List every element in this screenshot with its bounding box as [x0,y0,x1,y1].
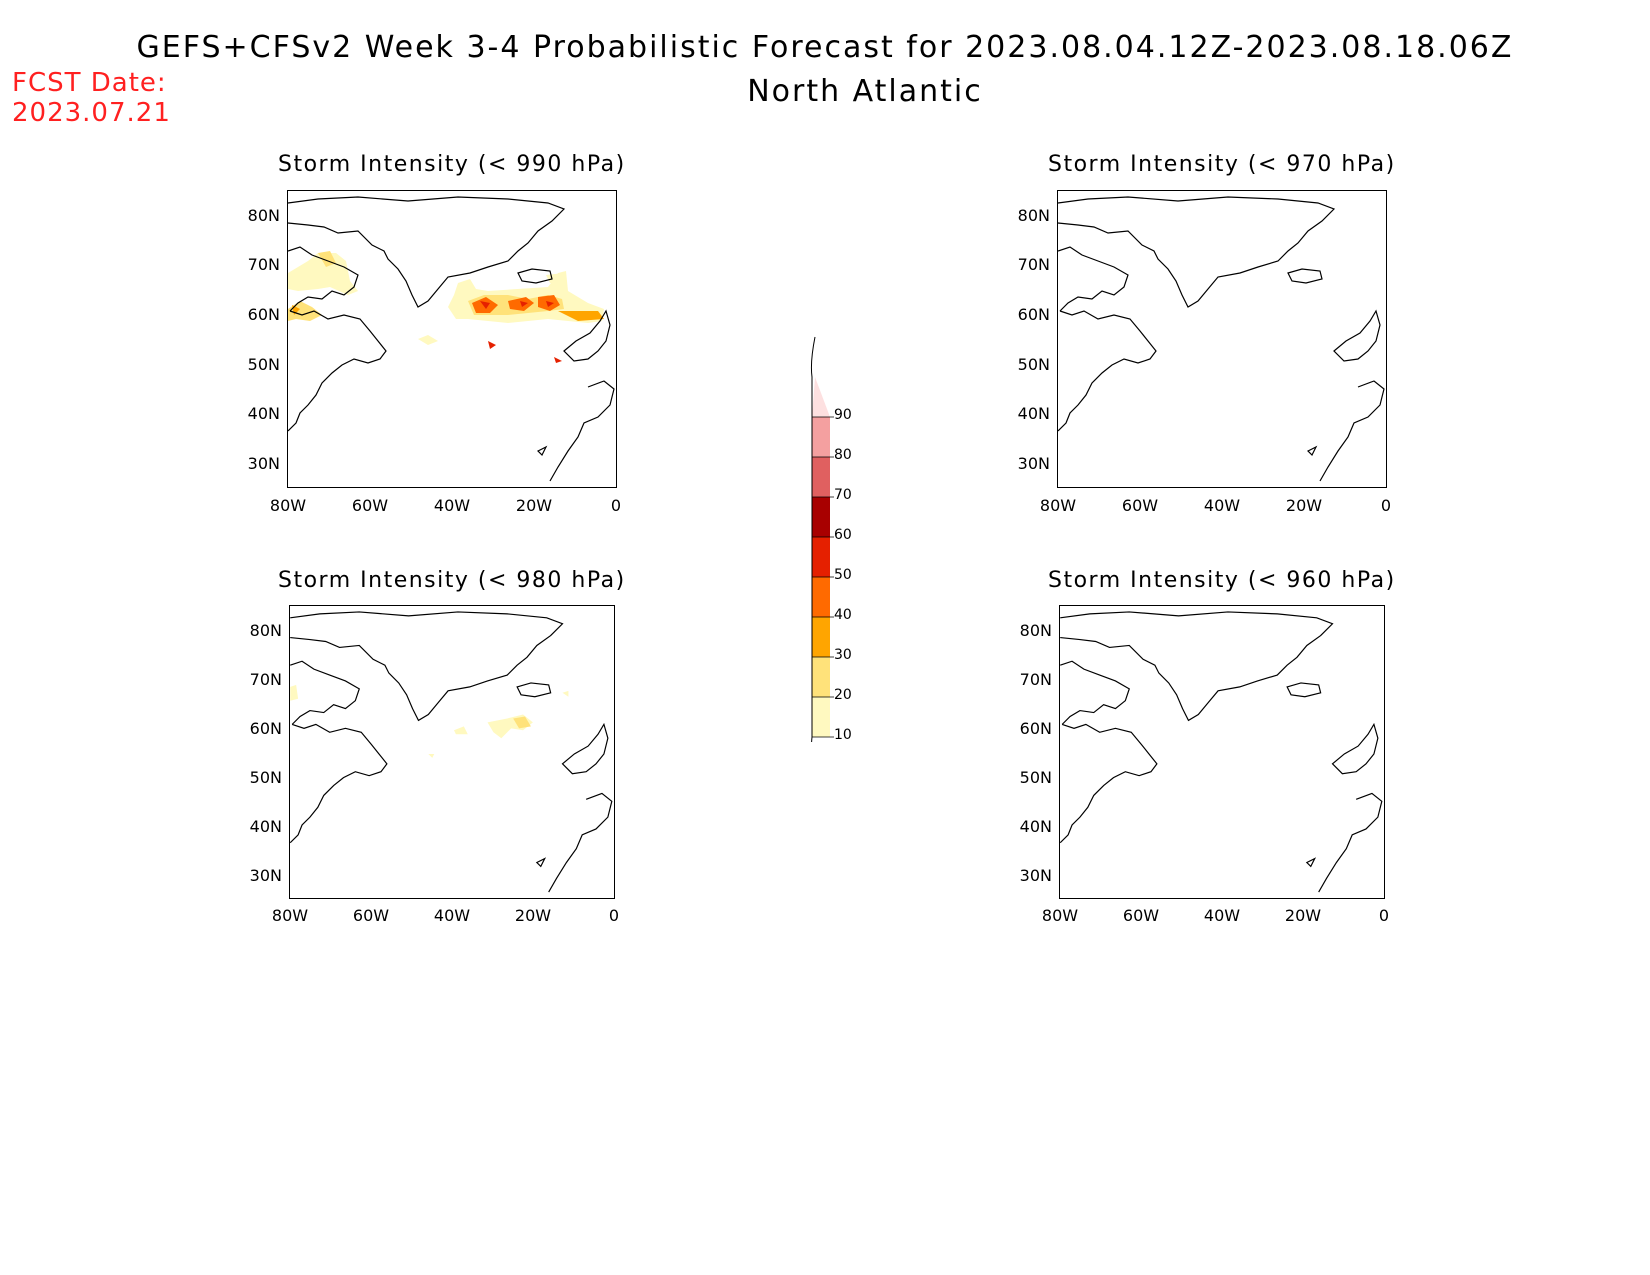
colorbar-label: 10 [834,727,852,743]
colorbar-segment [812,577,830,617]
lon-tick: 60W [351,496,389,515]
panel-title-980: Storm Intensity (< 980 hPa) [278,568,626,593]
lat-tick: 70N [247,255,280,274]
panel-title-970: Storm Intensity (< 970 hPa) [1048,152,1396,177]
lon-tick: 80W [1041,906,1079,925]
lat-tick: 40N [249,817,282,836]
lon-tick: 80W [1039,496,1077,515]
colorbar-segment [812,457,830,497]
lon-tick: 40W [1203,906,1241,925]
lat-tick: 50N [1017,355,1050,374]
panel-title-960: Storm Intensity (< 960 hPa) [1048,568,1396,593]
lon-tick: 40W [1203,496,1241,515]
lat-tick: 30N [247,454,280,473]
lat-tick: 30N [1019,866,1052,885]
colorbar-label: 20 [834,687,852,703]
probability-shading [288,251,604,363]
colorbar-segment [812,497,830,537]
region-subtitle: North Atlantic [747,74,983,109]
lon-tick: 40W [433,496,471,515]
lat-tick: 40N [1019,817,1052,836]
coastlines [288,196,615,482]
map-980-svg [290,611,613,893]
map-970 [1057,190,1387,488]
lat-tick: 70N [1017,255,1050,274]
colorbar-segment [812,697,830,737]
colorbar-label: 50 [834,567,852,583]
lon-tick: 60W [1121,496,1159,515]
coastlines [1060,611,1383,893]
colorbar-label: 80 [834,447,852,463]
fcst-date-value: 2023.07.21 [12,98,171,128]
fcst-date-label: FCST Date: [12,68,167,98]
main-title: GEFS+CFSv2 Week 3-4 Probabilistic Foreca… [136,30,1514,65]
lon-tick: 20W [515,496,553,515]
lat-tick: 70N [1019,670,1052,689]
lon-tick: 80W [269,496,307,515]
colorbar-svg [810,336,834,778]
lat-tick: 30N [249,866,282,885]
lon-tick: 0 [610,496,622,515]
lon-tick: 0 [1378,906,1390,925]
lat-tick: 60N [247,305,280,324]
lon-tick: 80W [271,906,309,925]
lon-tick: 20W [1284,906,1322,925]
lat-tick: 80N [247,206,280,225]
lat-tick: 80N [1019,621,1052,640]
lon-tick: 20W [514,906,552,925]
map-990 [287,190,617,488]
lat-tick: 30N [1017,454,1050,473]
map-960 [1059,605,1385,899]
colorbar-segment [812,657,830,697]
colorbar-label: 30 [834,647,852,663]
lat-tick: 60N [1019,719,1052,738]
map-990-svg [288,196,615,482]
lon-tick: 40W [433,906,471,925]
map-960-svg [1060,611,1383,893]
colorbar-label: 90 [834,407,852,423]
colorbar-segment [812,417,830,457]
colorbar-segment [812,617,830,657]
coastlines [1058,196,1385,482]
lat-tick: 70N [249,670,282,689]
lat-tick: 50N [1019,768,1052,787]
lat-tick: 50N [247,355,280,374]
lon-tick: 60W [352,906,390,925]
lon-tick: 0 [1380,496,1392,515]
colorbar-label: 60 [834,527,852,543]
lat-tick: 40N [247,404,280,423]
colorbar-segment [812,377,830,417]
lat-tick: 60N [249,719,282,738]
lat-tick: 80N [249,621,282,640]
colorbar-label: 40 [834,607,852,623]
lat-tick: 40N [1017,404,1050,423]
map-980 [289,605,615,899]
lat-tick: 80N [1017,206,1050,225]
map-970-svg [1058,196,1385,482]
lon-tick: 20W [1285,496,1323,515]
lat-tick: 50N [249,768,282,787]
probability-shading [290,684,569,758]
panel-title-990: Storm Intensity (< 990 hPa) [278,152,626,177]
lon-tick: 0 [608,906,620,925]
colorbar-label: 70 [834,487,852,503]
colorbar-segment [812,537,830,577]
coastlines [290,611,613,893]
lon-tick: 60W [1122,906,1160,925]
lat-tick: 60N [1017,305,1050,324]
colorbar [800,332,840,778]
